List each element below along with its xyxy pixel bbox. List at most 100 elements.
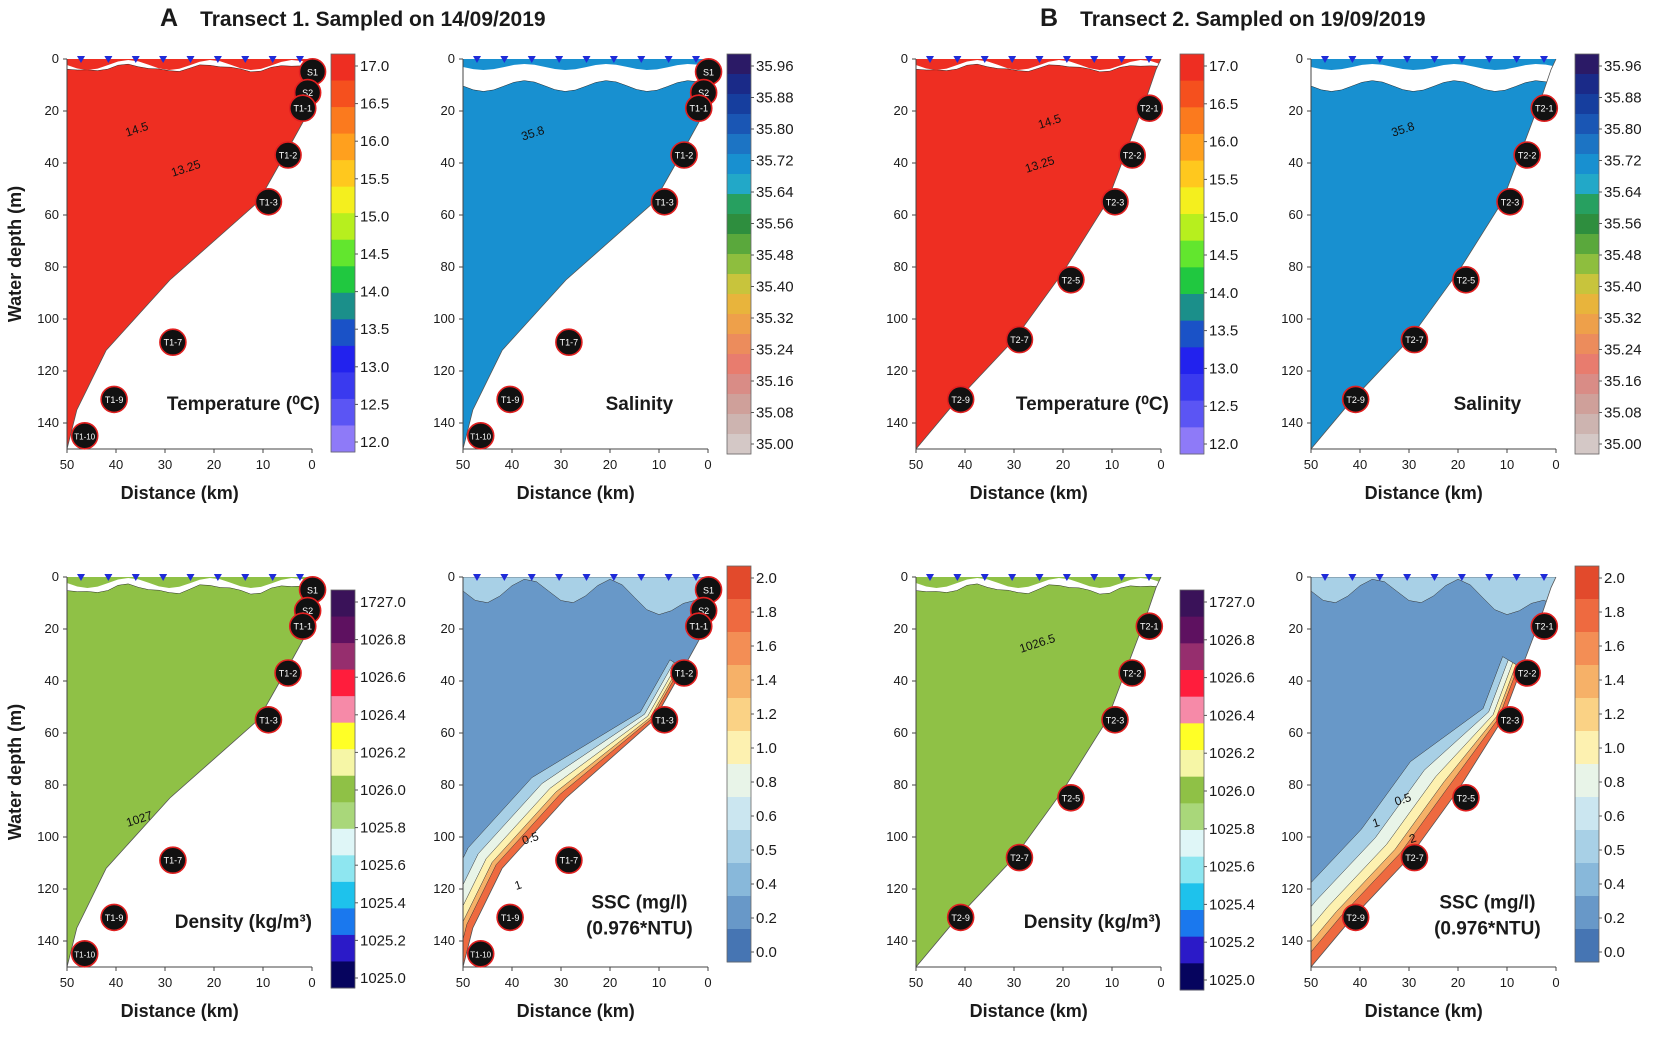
- colorbar-swatch: [727, 54, 751, 75]
- colorbar-tick-label: 35.72: [1604, 153, 1642, 170]
- sampling-marker: [473, 574, 481, 581]
- x-tick-label: 50: [909, 457, 923, 472]
- station-T2-2: T2-2: [1118, 659, 1146, 687]
- y-tick-label: 0: [1296, 569, 1303, 584]
- colorbar-swatch: [1575, 354, 1599, 375]
- station-marker: [1057, 783, 1085, 812]
- station-label: T1-9: [105, 395, 124, 405]
- colorbar-tick-label: 35.16: [1604, 373, 1642, 390]
- sampling-marker: [980, 56, 989, 63]
- colorbar-swatch: [1180, 723, 1204, 751]
- colorbar-tick-label: 1025.0: [360, 970, 406, 987]
- y-tick-label: 100: [433, 829, 455, 844]
- sampling-marker: [131, 574, 140, 581]
- station-label: T1-7: [164, 338, 183, 348]
- colorbar-tick-label: 16.5: [360, 96, 389, 113]
- station-marker: [1452, 265, 1480, 294]
- sampling-marker: [1117, 56, 1126, 63]
- panel-a-header: A Transect 1. Sampled on 14/09/2019: [160, 4, 546, 33]
- colorbar-swatch: [331, 107, 355, 135]
- colorbar-tick-label: 1727.0: [360, 594, 406, 611]
- field-b-ssc: [1311, 577, 1556, 967]
- y-tick-label: 60: [1289, 207, 1303, 222]
- station-label: T2-7: [1405, 335, 1424, 345]
- y-tick-label: 100: [37, 311, 59, 326]
- x-tick-label: 40: [958, 975, 972, 990]
- colorbar-swatch: [727, 294, 751, 315]
- sampling-marker: [296, 56, 304, 63]
- sampling-marker: [953, 574, 962, 581]
- variable-title: SSC (mg/l): [591, 893, 687, 914]
- station-label: T1-9: [501, 913, 520, 923]
- x-tick-label: 20: [207, 975, 221, 990]
- sampling-marker: [241, 56, 250, 63]
- contour-label: 35.8: [1390, 119, 1417, 140]
- x-tick-label: 10: [652, 457, 666, 472]
- colorbar-swatch: [1180, 963, 1204, 991]
- y-tick-label: 120: [37, 881, 59, 896]
- contour-band: [1311, 59, 1556, 70]
- y-tick-label: 60: [894, 725, 908, 740]
- station-T1-1: T1-1: [684, 94, 713, 122]
- station-label: T1-3: [259, 197, 278, 207]
- station-marker: [1530, 612, 1559, 641]
- colorbar-tick-label: 13.5: [360, 321, 389, 338]
- colorbar-swatch: [1180, 936, 1204, 964]
- colorbar-swatch: [331, 696, 355, 724]
- colorbar-tick-label: 12.5: [1209, 398, 1238, 415]
- station-label: T1-1: [293, 104, 312, 114]
- station-marker: [274, 659, 302, 687]
- y-tick-label: 120: [37, 363, 59, 378]
- colorbar-tick-label: 1026.6: [360, 669, 406, 686]
- station-T2-5: T2-5: [1057, 783, 1085, 812]
- x-axis-label: Distance (km): [121, 483, 239, 503]
- colorbar-swatch: [727, 314, 751, 335]
- colorbar-tick-label: 35.88: [756, 90, 794, 107]
- y-tick-label: 40: [1289, 155, 1303, 170]
- y-tick-label: 140: [37, 933, 59, 948]
- station-label: T1-2: [279, 151, 298, 161]
- x-tick-label: 40: [1353, 975, 1367, 990]
- x-axis-label: Distance (km): [1365, 1001, 1483, 1021]
- station-label: T1-3: [655, 715, 674, 725]
- station-marker: [100, 385, 128, 414]
- ssc-band: [463, 577, 708, 615]
- station-T2-2: T2-2: [1513, 141, 1541, 169]
- colorbar-tick-label: 0.6: [1604, 808, 1625, 825]
- x-axis-label: Distance (km): [517, 1001, 635, 1021]
- colorbar-tick-label: 35.40: [756, 279, 794, 296]
- station-T1-2: T1-2: [670, 659, 698, 687]
- station-T2-9: T2-9: [1341, 385, 1370, 414]
- sampling-marker: [637, 56, 646, 63]
- colorbar-swatch: [727, 929, 751, 963]
- colorbar-tick-label: 35.72: [756, 153, 794, 170]
- colorbar-tick-label: 35.56: [756, 216, 794, 233]
- station-marker: [159, 846, 187, 875]
- station-T1-7: T1-7: [555, 846, 583, 875]
- colorbar-swatch: [331, 590, 355, 618]
- y-tick-label: 140: [1281, 415, 1303, 430]
- sampling-marker: [664, 574, 673, 581]
- station-marker: [1400, 325, 1429, 354]
- x-tick-label: 40: [958, 457, 972, 472]
- colorbar-swatch: [1575, 174, 1599, 195]
- colorbar-tick-label: 1026.4: [360, 707, 406, 724]
- station-T1-9: T1-9: [100, 903, 128, 932]
- station-marker: [1101, 188, 1129, 216]
- colorbar-swatch: [1180, 400, 1204, 428]
- sampling-marker: [1348, 574, 1357, 581]
- sampling-marker: [1145, 574, 1153, 581]
- station-marker: [1513, 141, 1541, 169]
- y-tick-label: 60: [441, 207, 455, 222]
- sampling-marker: [1430, 574, 1439, 581]
- sampling-marker: [1375, 574, 1384, 581]
- station-marker: [670, 141, 698, 169]
- colorbar-tick-label: 0.4: [1604, 876, 1625, 893]
- sampling-marker: [77, 574, 85, 581]
- x-tick-label: 0: [1157, 975, 1164, 990]
- colorbar-swatch: [727, 764, 751, 798]
- sampling-marker: [1540, 56, 1548, 63]
- colorbar-tick-label: 0.8: [756, 774, 777, 791]
- colorbar-tick-label: 1026.0: [360, 782, 406, 799]
